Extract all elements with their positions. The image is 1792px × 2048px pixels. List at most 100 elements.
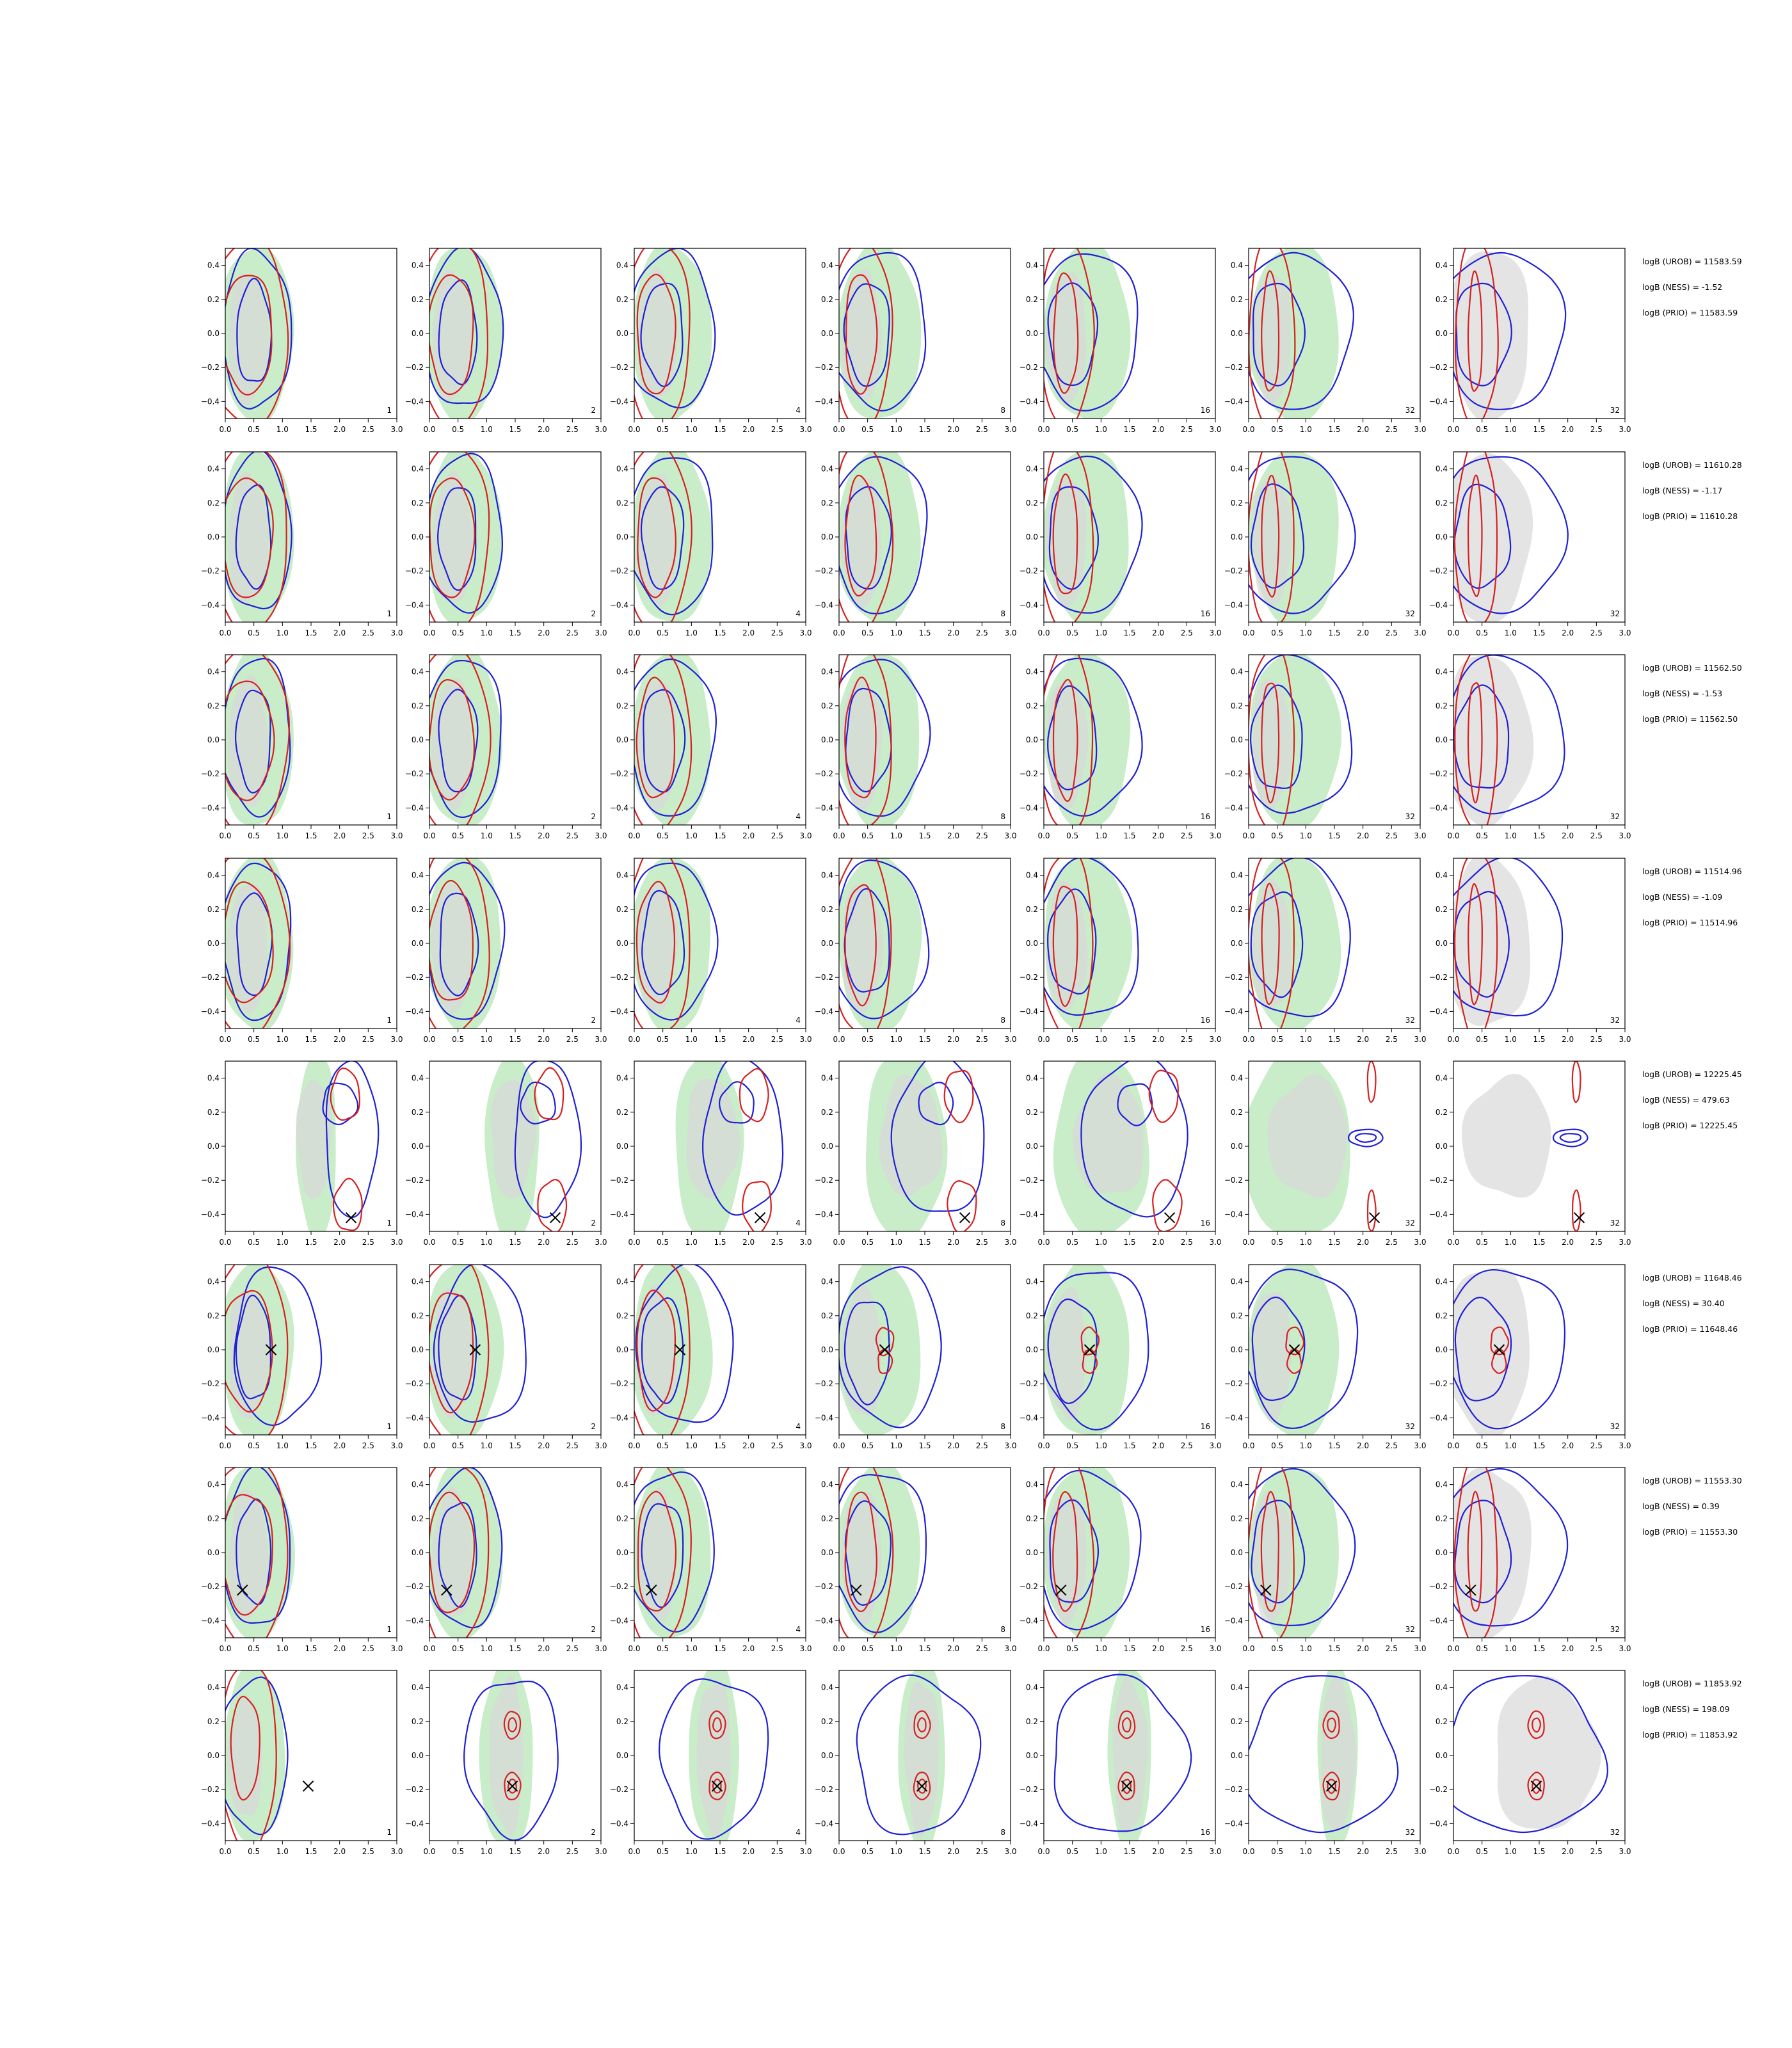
blue-contour-line: [1047, 1298, 1098, 1404]
y-tick-label: −0.2: [1020, 1785, 1038, 1794]
y-tick-label: 0.2: [821, 905, 833, 914]
panel-count-label: 16: [1201, 1422, 1210, 1431]
blue-contour-line: [844, 1301, 890, 1405]
x-tick-label: 0.5: [248, 1441, 260, 1450]
y-tick-label: 0.0: [1026, 1548, 1038, 1557]
y-tick-label: 0.2: [821, 1108, 833, 1117]
blue-contour-line: [438, 1501, 477, 1608]
gray-fill-contour: [491, 1079, 536, 1199]
blue-contour-line: [641, 1503, 684, 1608]
y-tick-label: 0.2: [207, 701, 220, 710]
y-tick-label: −0.4: [201, 803, 220, 812]
x-tick-label: 1.0: [685, 1441, 698, 1450]
blue-contour-line: [236, 892, 273, 996]
panel-r7-c4: 0.0 0.5 1.0 1.5 2.0 2.5 3.0 0.4 0.2 0.0 −0.2 −0.4 8: [815, 1467, 1017, 1653]
y-tick-label: 0.0: [821, 1345, 833, 1354]
panel-r2-c2: 0.0 0.5 1.0 1.5 2.0 2.5 3.0 0.4 0.2 0.0 −0.2 −0.4 2: [405, 451, 607, 637]
blue-contour-line: [429, 659, 502, 819]
y-tick-label: 0.4: [616, 1683, 628, 1692]
x-tick-label: 1.0: [481, 1238, 493, 1247]
red-contour-line: [1286, 1348, 1302, 1374]
x-tick-label: 1.0: [481, 831, 493, 840]
y-tick-label: 0.0: [616, 1345, 628, 1354]
blue-contour-line: [429, 1468, 503, 1629]
red-contour-line: [1367, 1189, 1377, 1231]
red-contour-line: [1249, 1468, 1295, 1638]
y-tick-label: −0.2: [1429, 566, 1448, 575]
y-tick-label: 0.2: [616, 295, 628, 304]
red-contour-line: [634, 1468, 692, 1638]
blue-contour-line: [439, 892, 479, 996]
x-tick-label: 0.5: [657, 1238, 669, 1247]
contours: [225, 1468, 295, 1638]
blue-contour-line: [641, 1297, 684, 1404]
contours: [1453, 1675, 1608, 1834]
truth-marker: [1465, 1584, 1476, 1596]
y-tick-label: −0.4: [405, 1819, 424, 1828]
x-tick-label: 2.0: [1562, 1441, 1574, 1450]
panel-count-label: 8: [1000, 1219, 1005, 1228]
x-tick-label: 1.5: [918, 1035, 931, 1044]
blue-contour-line: [1048, 486, 1099, 590]
x-tick-label: 0.0: [1242, 1238, 1254, 1247]
panel-count-label: 2: [591, 1016, 596, 1025]
logb-annotations: logB (UROB) = 11583.59 logB (NESS) = -1.5…: [1642, 257, 1742, 317]
x-tick-label: 2.0: [947, 1644, 959, 1653]
y-tick-label: 0.4: [1026, 871, 1038, 880]
contours: [1044, 655, 1143, 825]
x-tick-label: 0.0: [628, 1035, 640, 1044]
x-tick-label: 3.0: [390, 1238, 403, 1247]
x-tick-label: 0.0: [628, 1238, 640, 1247]
y-tick-label: −0.2: [1429, 363, 1448, 372]
panel-count-label: 32: [1610, 1219, 1620, 1228]
x-tick-label: 3.0: [595, 628, 607, 637]
logb-annotation-3: logB (PRIO) = 11514.96: [1642, 918, 1738, 927]
y-tick-label: −0.2: [1429, 1176, 1448, 1185]
y-tick-label: 0.0: [616, 1142, 628, 1151]
x-tick-label: 0.0: [1242, 628, 1254, 637]
x-tick-label: 1.5: [1123, 1238, 1135, 1247]
blue-contour-line: [1552, 1128, 1588, 1148]
x-tick-label: 0.0: [1242, 831, 1254, 840]
panel-r7-c3: 0.0 0.5 1.0 1.5 2.0 2.5 3.0 0.4 0.2 0.0 −0.2 −0.4 4: [610, 1467, 812, 1653]
x-tick-label: 0.0: [423, 1238, 435, 1247]
red-contour-line: [230, 1695, 260, 1801]
y-tick-label: −0.4: [1020, 1819, 1038, 1828]
y-tick-label: 0.2: [821, 1311, 833, 1320]
y-tick-label: 0.0: [1026, 329, 1038, 338]
x-tick-label: 3.0: [390, 1847, 403, 1856]
gray-fill-contour: [1251, 877, 1292, 1009]
x-tick-label: 1.5: [918, 1441, 931, 1450]
x-tick-label: 1.5: [1328, 831, 1340, 840]
y-tick-label: 0.0: [412, 1548, 424, 1557]
x-tick-label: 1.0: [481, 628, 493, 637]
y-tick-label: −0.4: [610, 1413, 628, 1422]
red-contour-line: [1527, 1710, 1545, 1740]
x-tick-label: 2.0: [538, 1238, 550, 1247]
truth-marker: [646, 1584, 657, 1596]
y-tick-label: −0.4: [1224, 1819, 1243, 1828]
x-tick-label: 1.0: [685, 1847, 698, 1856]
x-tick-label: 2.0: [333, 1238, 346, 1247]
red-contour-line: [429, 274, 474, 396]
panel-count-label: 1: [387, 406, 392, 415]
contours: [1249, 452, 1356, 622]
y-tick-label: −0.2: [1429, 1582, 1448, 1591]
y-tick-label: −0.4: [405, 600, 424, 609]
y-tick-label: −0.4: [201, 1007, 220, 1016]
x-tick-label: 0.5: [1066, 1441, 1078, 1450]
blue-contour-line: [1249, 1675, 1399, 1834]
logb-annotation-2: logB (NESS) = -1.52: [1642, 282, 1722, 292]
panel-count-label: 1: [387, 1422, 392, 1431]
blue-contour-line: [1249, 252, 1354, 410]
blue-contour-line: [1044, 858, 1139, 1016]
y-tick-label: −0.2: [201, 1176, 220, 1185]
x-tick-label: 1.5: [918, 831, 931, 840]
x-tick-label: 3.0: [1004, 831, 1016, 840]
red-contour-line: [225, 655, 290, 825]
red-contour-line: [917, 1779, 927, 1794]
panel-count-label: 1: [387, 1828, 392, 1837]
y-tick-label: −0.4: [1429, 1819, 1448, 1828]
x-tick-label: 0.0: [833, 1035, 845, 1044]
panel-count-label: 32: [1610, 812, 1620, 821]
